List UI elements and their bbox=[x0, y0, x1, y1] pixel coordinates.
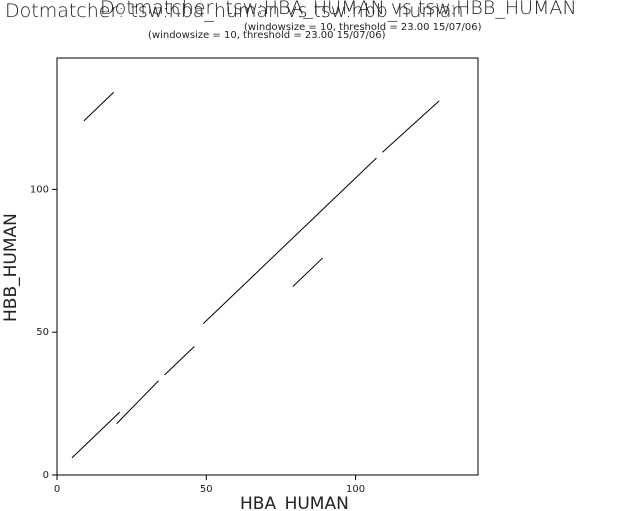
chart-title: Dotmatcher: tsw:hba_human vs tsw:hbb_hum… bbox=[5, 0, 464, 22]
x-axis-label: HBA_HUMAN bbox=[240, 494, 349, 511]
y-axis-label: HBB_HUMAN bbox=[1, 213, 21, 322]
chart-subtitle-overlay: (windowsize = 10, threshold = 23.00 15/0… bbox=[244, 22, 482, 33]
match-segment bbox=[202, 157, 377, 324]
match-segment bbox=[116, 380, 159, 424]
y-tick-label: 50 bbox=[36, 327, 49, 338]
match-segment bbox=[71, 411, 121, 459]
y-tick-label: 100 bbox=[30, 184, 49, 195]
x-tick-label: 50 bbox=[200, 484, 213, 495]
x-tick-label: 100 bbox=[346, 484, 365, 495]
x-tick-label: 0 bbox=[54, 484, 60, 495]
chart-title-overlay: Dotmatcher: tsw:HBA_HUMAN vs tsw:HBB_HUM… bbox=[100, 0, 577, 19]
y-axis-ticks: 0 50 100 bbox=[30, 184, 57, 481]
match-segments bbox=[71, 91, 440, 459]
plot-frame bbox=[56, 57, 479, 476]
match-segment bbox=[292, 257, 324, 287]
match-segment bbox=[164, 346, 195, 376]
y-tick-label: 0 bbox=[43, 470, 49, 481]
x-axis-ticks: 0 50 100 bbox=[54, 475, 365, 495]
match-segment bbox=[382, 100, 440, 153]
chart-subtitle: (windowsize = 10, threshold = 23.00 15/0… bbox=[148, 30, 386, 41]
match-segment bbox=[83, 91, 115, 122]
